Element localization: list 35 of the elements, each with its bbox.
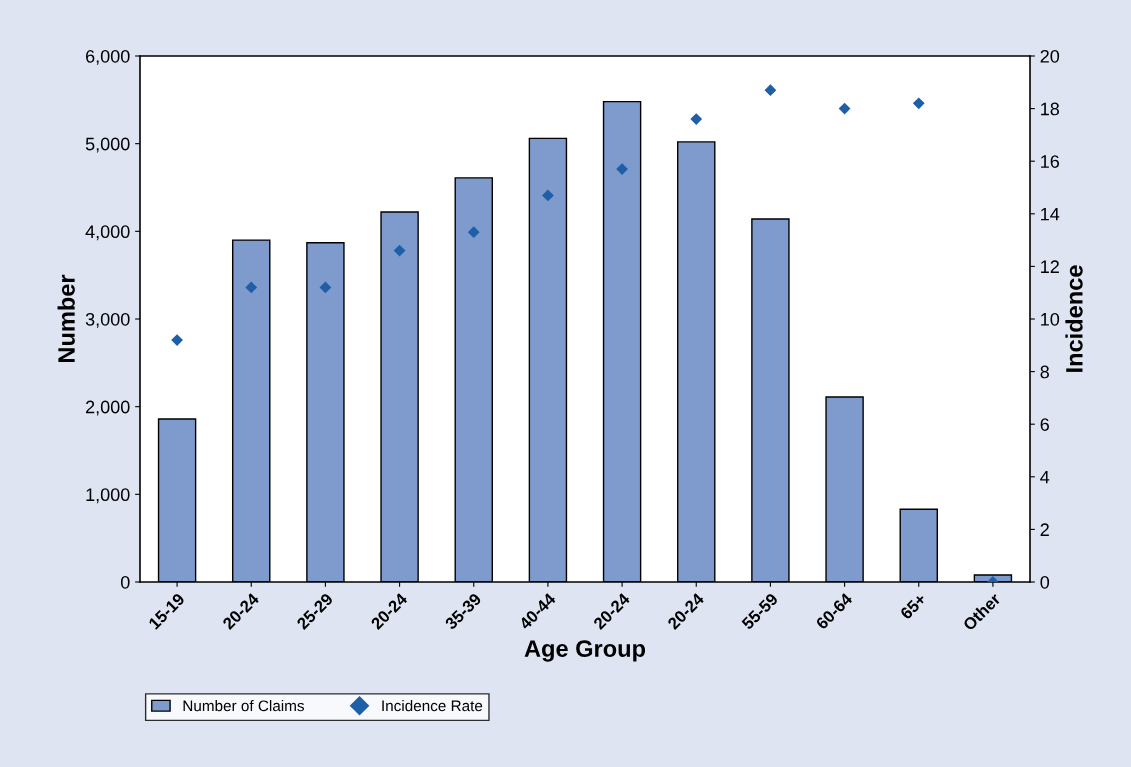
y-tick-label: 4,000: [85, 225, 130, 241]
y-tick-label: 0: [120, 575, 130, 589]
y2-tick-label: 8: [1040, 365, 1049, 379]
point: [616, 163, 628, 175]
y-tick-label: 3,000: [85, 312, 130, 328]
y2-tick-label: 6: [1040, 418, 1049, 431]
point: [690, 113, 702, 125]
point: [171, 334, 183, 346]
y2-tick-label: 10: [1041, 312, 1060, 326]
point: [838, 102, 851, 115]
x-tick-label: 65+: [899, 592, 927, 620]
legend-label: Number of Claims: [183, 700, 305, 712]
y2-tick-label: 4: [1040, 470, 1050, 484]
y-tick-label: 1,000: [86, 488, 130, 504]
point: [319, 281, 332, 294]
point: [542, 189, 554, 201]
point: [913, 97, 925, 109]
point: [764, 84, 777, 96]
legend-label: Incidence Rate: [382, 700, 483, 712]
y2-tick-label: 14: [1041, 207, 1060, 221]
y2-axis-title: Incidence: [1065, 265, 1083, 372]
y2-tick-label: 16: [1041, 155, 1060, 168]
y-tick-label: 5,000: [85, 137, 130, 153]
point: [393, 245, 406, 257]
y-axis-title: Number: [57, 274, 75, 363]
x-axis-title: Age Group: [524, 640, 646, 662]
y2-tick-label: 20: [1040, 49, 1060, 63]
y2-tick-label: 2: [1040, 523, 1049, 536]
y2-tick-label: 12: [1041, 260, 1059, 273]
y2-tick-label: 0: [1040, 575, 1050, 589]
point: [245, 281, 257, 294]
y-tick-label: 2,000: [86, 400, 130, 416]
y-tick-label: 6,000: [86, 49, 130, 65]
y2-tick-label: 18: [1041, 102, 1060, 116]
point: [468, 226, 480, 238]
